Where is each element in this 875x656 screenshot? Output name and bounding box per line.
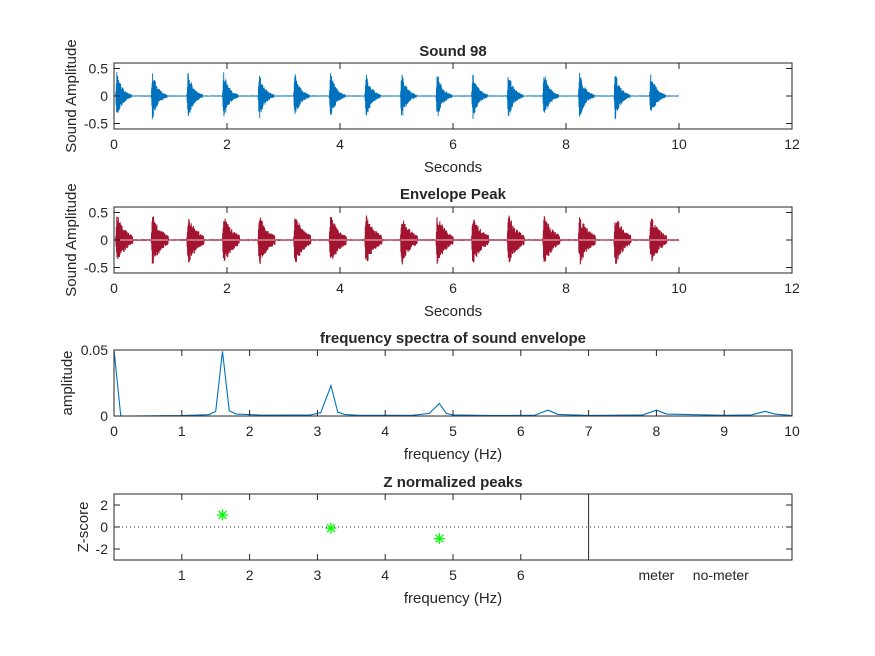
xtick-label: 1 — [178, 423, 186, 439]
panel-zscore-xticks: 1 2 3 4 5 6 — [178, 494, 525, 583]
panel-zscore-points — [114, 494, 792, 560]
panel-sound: Sound 98 0 2 4 6 8 10 12 -0.500.5 Seconds — [84, 43, 800, 176]
panel-envelope: Envelope Peak 0 2 4 6 8 10 12 -0.500.5 Seconds — [84, 186, 800, 320]
category-label: no-meter — [693, 567, 749, 583]
xtick-label: 0 — [110, 423, 118, 439]
panel-envelope-title: Envelope Peak — [400, 186, 507, 203]
panel-spectrum-xlabel: frequency (Hz) — [404, 446, 502, 463]
xtick-label: 6 — [449, 136, 457, 152]
xtick-label: 5 — [449, 423, 457, 439]
xtick-label: 8 — [562, 280, 570, 296]
xtick-label: 12 — [784, 280, 800, 296]
ytick-label: 0.5 — [89, 61, 109, 77]
panel-envelope-waveform — [113, 215, 680, 265]
panel-sound-title: Sound 98 — [419, 43, 487, 60]
asterisk-stroke — [218, 510, 227, 520]
ytick-label: 0 — [100, 232, 108, 248]
panel-zscore-category-labels: meter no-meter — [639, 567, 750, 583]
panel-sound-waveform — [113, 72, 680, 120]
panel-spectrum-title: frequency spectra of sound envelope — [320, 330, 586, 347]
panel-zscore-title: Z normalized peaks — [383, 474, 522, 491]
ytick-label: -0.5 — [84, 116, 108, 132]
zscore-point — [325, 522, 337, 534]
category-label: meter — [639, 567, 675, 583]
zscore-point — [433, 533, 445, 545]
xtick-label: 12 — [784, 136, 800, 152]
xtick-label: 6 — [449, 280, 457, 296]
xtick-label: 4 — [336, 280, 344, 296]
xtick-label: 0 — [110, 280, 118, 296]
zscore-point — [216, 509, 228, 521]
xtick-label: 7 — [585, 423, 593, 439]
panel-zscore-xlabel: frequency (Hz) — [404, 590, 502, 607]
xtick-label: 4 — [381, 423, 389, 439]
panel-zscore-yticks: -2 0 2 — [96, 497, 792, 557]
ytick-label: -0.5 — [84, 260, 108, 276]
xtick-label: 2 — [223, 136, 231, 152]
xtick-label: 10 — [671, 136, 687, 152]
panel-sound-xticks: 0 2 4 6 8 10 12 — [110, 63, 800, 152]
ytick-label: -2 — [96, 541, 109, 557]
panel-envelope-ylabel: Sound Amplitude — [63, 183, 80, 296]
ytick-label: 2 — [100, 497, 108, 513]
xtick-label: 0 — [110, 136, 118, 152]
xtick-label: 2 — [246, 567, 254, 583]
xtick-label: 4 — [381, 567, 389, 583]
xtick-label: 10 — [671, 280, 687, 296]
ytick-label: 0.05 — [81, 342, 108, 358]
panel-envelope-xlabel: Seconds — [424, 303, 482, 320]
xtick-label: 4 — [336, 136, 344, 152]
ytick-label: 0.5 — [89, 205, 109, 221]
ytick-label: 0 — [100, 408, 108, 424]
panel-zscore-ylabel: Z-score — [75, 502, 92, 553]
xtick-label: 2 — [223, 280, 231, 296]
xtick-label: 9 — [720, 423, 728, 439]
xtick-label: 3 — [314, 423, 322, 439]
xtick-label: 8 — [653, 423, 661, 439]
panel-spectrum-ylabel: amplitude — [59, 350, 76, 415]
asterisk-stroke — [326, 523, 336, 533]
ytick-label: 0 — [100, 88, 108, 104]
xtick-label: 6 — [517, 567, 525, 583]
xtick-label: 3 — [314, 567, 322, 583]
panel-spectrum-line — [113, 349, 793, 417]
asterisk-stroke — [435, 534, 444, 543]
xtick-label: 10 — [784, 423, 800, 439]
xtick-label: 5 — [449, 567, 457, 583]
panel-spectrum-yticks: 00.05 — [81, 342, 792, 424]
panel-sound-yticks: -0.5 0 0.5 — [84, 61, 792, 132]
panel-spectrum-xticks: 0 1 2 3 4 5 6 7 8 9 10 — [110, 350, 800, 439]
panel-spectrum: frequency spectra of sound envelope 0 1 2 3… — [59, 330, 800, 463]
xtick-label: 1 — [178, 567, 186, 583]
panel-envelope-yticks: -0.5 0 0.5 — [84, 205, 792, 276]
panel-sound-xlabel: Seconds — [424, 159, 482, 176]
xtick-label: 6 — [517, 423, 525, 439]
sound-series-line — [113, 72, 680, 120]
spectrum-series-line — [113, 349, 793, 417]
ytick-label: 0 — [100, 519, 108, 535]
panel-sound-ylabel: Sound Amplitude — [63, 39, 80, 152]
xtick-label: 8 — [562, 136, 570, 152]
envelope-series-line — [113, 215, 680, 265]
xtick-label: 2 — [246, 423, 254, 439]
panel-zscore: Z normalized peaks 1 2 3 4 5 6 -2 0 2 meter no-m… — [75, 474, 793, 607]
